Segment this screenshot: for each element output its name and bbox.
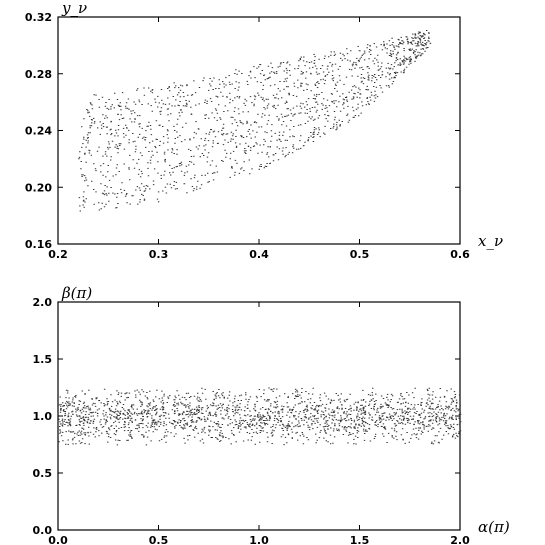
top-ytick-label: 0.32 (25, 11, 52, 24)
top-xtick-label: 0.2 (48, 248, 68, 261)
bottom-ytick-label: 0.5 (33, 467, 53, 480)
bottom-ytick-label: 1.0 (33, 410, 53, 423)
top-ytick-label: 0.20 (25, 181, 52, 194)
top-ytick-label: 0.28 (25, 68, 52, 81)
bottom-ytick-label: 1.5 (33, 353, 53, 366)
top-ticks (57, 16, 461, 245)
top-ytick-label: 0.24 (25, 125, 52, 138)
top-xtick-label: 0.4 (249, 248, 269, 261)
bottom-ytick-label: 0.0 (33, 524, 53, 537)
bottom-xtick-label: 1.0 (249, 534, 269, 545)
top-plot-frame (57, 16, 461, 245)
bottom-plot-frame (57, 301, 461, 531)
bottom-scatter-points (58, 387, 462, 446)
bottom-tick-labels: 0.0 0.5 1.0 1.5 2.0 0.0 0.5 1.0 1.5 2.0 (33, 296, 471, 545)
top-xtick-label: 0.6 (450, 248, 470, 261)
top-x-axis-label: x_ν (478, 232, 503, 250)
bottom-points (58, 387, 462, 446)
bottom-y-axis-label: β(π) (61, 284, 92, 302)
top-xtick-label: 0.5 (350, 248, 370, 261)
top-tick-labels: 0.2 0.3 0.4 0.5 0.6 0.16 0.20 0.24 0.28 0.32 (25, 11, 470, 261)
bottom-xtick-label: 1.5 (350, 534, 370, 545)
bottom-scatter-panel: 0.0 0.5 1.0 1.5 2.0 0.0 0.5 1.0 1.5 2.0 β(π) α(π) (33, 284, 510, 545)
top-scatter-panel: 0.2 0.3 0.4 0.5 0.60.160.200.240.280.32 y_ν … (25, 0, 503, 261)
bottom-x-axis-label: α(π) (478, 518, 510, 536)
bottom-xtick-label: 2.0 (450, 534, 470, 545)
bottom-xtick-label: 0.0 (48, 534, 68, 545)
top-xtick-label: 0.3 (149, 248, 169, 261)
top-scatter-points (78, 30, 432, 212)
top-y-axis-label: y_ν (61, 0, 87, 17)
top-points (78, 30, 432, 212)
bottom-ticks (57, 301, 461, 531)
bottom-ytick-label: 2.0 (33, 296, 53, 309)
bottom-xtick-label: 0.5 (149, 534, 169, 545)
top-ytick-label: 0.16 (25, 238, 52, 251)
